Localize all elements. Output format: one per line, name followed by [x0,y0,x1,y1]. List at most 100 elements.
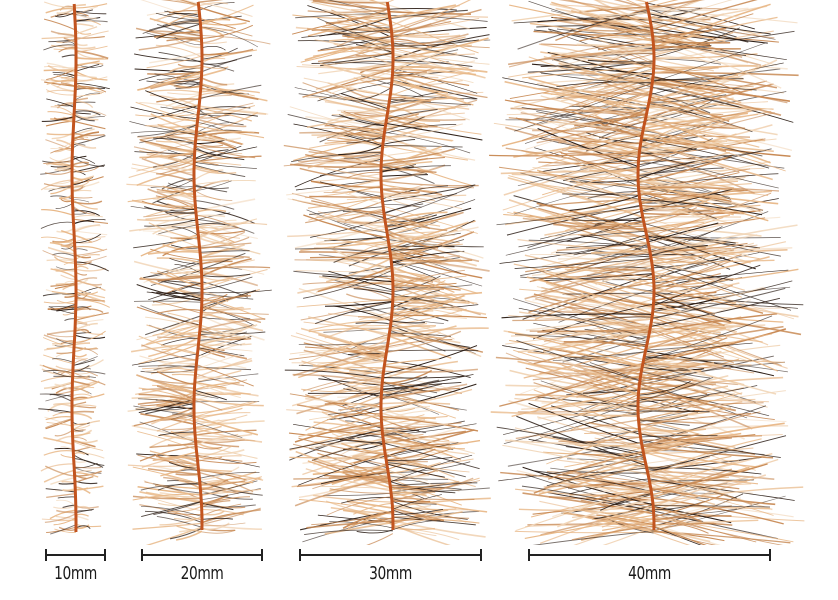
brush-fiber [648,244,696,261]
brush-fiber [308,318,392,331]
brush-fiber [389,220,476,249]
brush-fiber [198,2,235,11]
brush-fiber [176,460,199,469]
brush-fiber [386,229,480,263]
brush-fiber [61,54,77,58]
brush-fiber [201,291,229,303]
brush-fiber [325,133,385,139]
brush-fiber [72,439,98,444]
brush-fiber [500,169,639,175]
brush-fiber [521,485,654,513]
brush-fiber [200,324,248,339]
label-30mm: 30mm [369,563,412,584]
brush-fiber [55,267,76,272]
brush-fiber [75,319,104,326]
brush-fiber [606,62,655,81]
brush-fiber [387,332,442,349]
brush-fiber [588,421,640,430]
brush-fiber [388,8,457,11]
brush-fiber [391,304,437,316]
brush-fiber [518,307,648,342]
brush-fiber [43,469,75,483]
brush-fiber [645,214,731,231]
brush-fiber [140,276,203,299]
brush-fiber [162,371,196,374]
brush-fiber [201,501,246,509]
brush-fiber [194,400,254,418]
brush-fiber [58,147,73,152]
brush-fiber [391,81,465,101]
brush-fiber [644,207,698,226]
brush-fiber [381,170,432,183]
brush-fiber [286,185,382,196]
brush-fiber [194,146,258,160]
brush-fiber [155,44,203,58]
brush-fiber [571,217,643,221]
brush-fiber [53,256,76,264]
brush-fiber [651,86,740,108]
brush-fiber [592,142,641,154]
brush-fiber [599,12,649,16]
brush-fiber [196,364,254,387]
brush-fiber [307,8,389,14]
brush-fiber [175,84,202,89]
brush-fiber [392,511,437,522]
brush-fiber [540,509,654,536]
brush-fiber [41,368,73,378]
brush-fiber [582,448,645,460]
brush-fiber [196,214,226,218]
brush-fiber [384,131,471,154]
brush-fiber [385,211,448,224]
brush-fiber [390,257,473,263]
brush-fiber [386,207,472,232]
brush-fiber [381,149,442,157]
brush-fiber [385,125,428,128]
brush-fiber [648,11,757,35]
brush-fiber [61,480,76,484]
brush-fiber [549,347,643,368]
brush-fiber [167,182,195,188]
brush-fiber [651,87,794,123]
brush-fiber [381,387,460,399]
brush-fiber [43,160,73,165]
brush-fiber [563,341,647,347]
brush-fiber [54,143,74,153]
brush-fiber [391,79,478,100]
brush-fiber [380,383,477,412]
brush-fiber [291,151,383,163]
brush-fiber [386,105,468,122]
brush-fiber [386,117,438,128]
brush-fiber [75,267,107,272]
brush-fiber [584,413,639,425]
brush-fiber [311,459,390,483]
brush-fiber [47,111,75,116]
brush-fiber [199,84,262,100]
brush-fiber [496,205,641,226]
brush-fiber [389,328,482,358]
brush-fiber [72,200,103,205]
brush-fiber [295,332,386,360]
brush-fiber [72,375,106,386]
brush-fiber [162,243,200,252]
brush-fiber [328,471,389,479]
brush-fiber [382,184,424,199]
brush-fiber [197,223,226,226]
brush-fiber [539,72,653,84]
brush-fiber [201,65,229,69]
brush-fiber [74,233,101,244]
core-wire [70,3,78,533]
brush-fiber [391,20,452,34]
brush-fiber [41,209,74,216]
brush-fiber [148,336,200,358]
brush-fiber [75,271,88,276]
brush-fiber [289,456,386,459]
brush-fiber [524,299,651,329]
brush-fiber [158,431,195,436]
brush-fiber [194,373,259,383]
brush-fiber [156,391,195,407]
brush-fiber [386,461,438,473]
brush-fiber [385,122,483,141]
brush-fiber [175,530,203,541]
brush-fiber [653,64,743,93]
brush-fiber [316,367,385,371]
